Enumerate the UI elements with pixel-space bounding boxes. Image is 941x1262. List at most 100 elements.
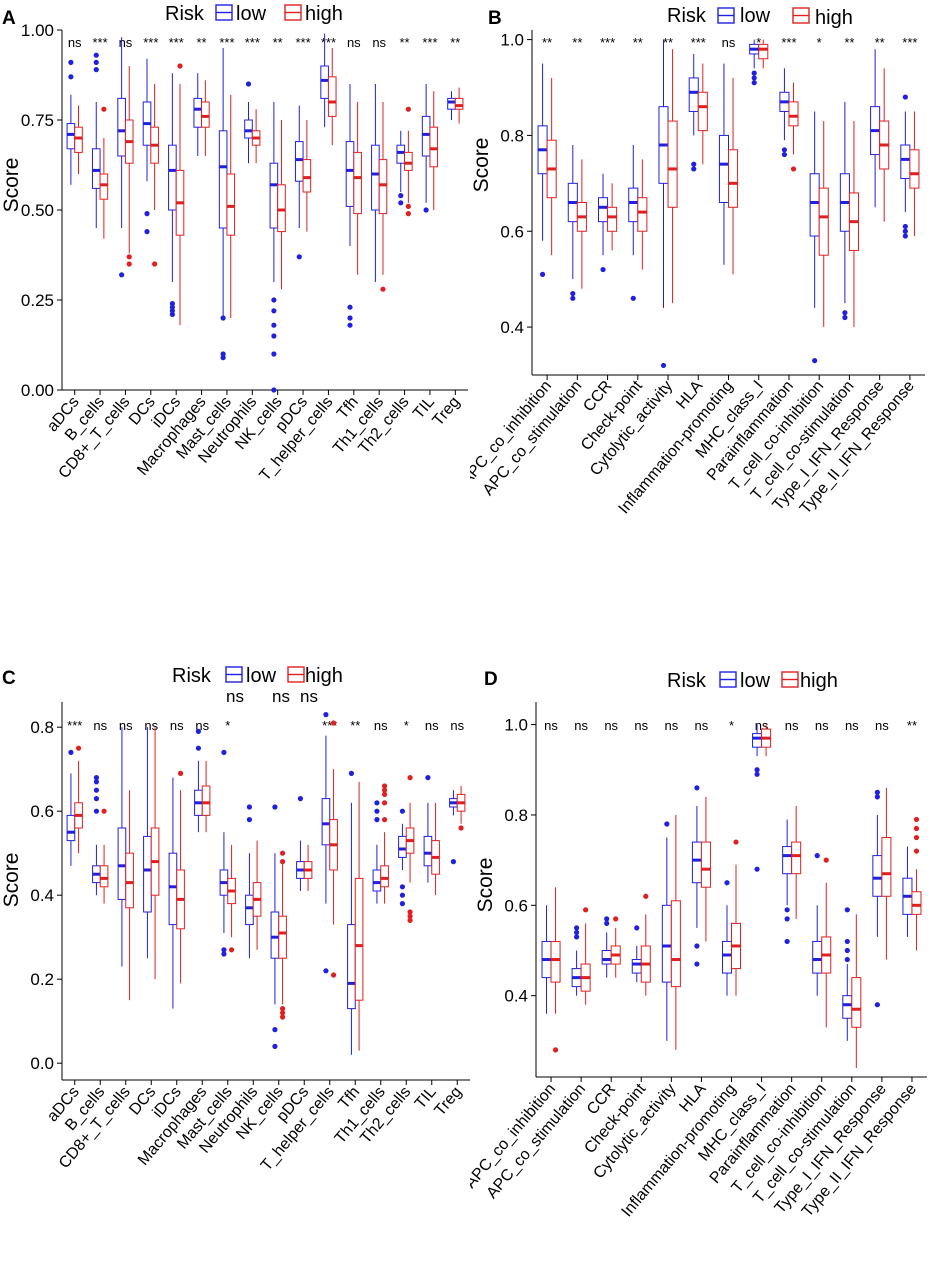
- significance-label: ***: [902, 35, 917, 50]
- significance-label: ns: [664, 718, 678, 733]
- outlier-point: [347, 304, 353, 310]
- outlier-point: [144, 229, 150, 235]
- outlier-point: [630, 295, 636, 301]
- box-high: [380, 865, 389, 888]
- outlier-point: [271, 308, 277, 314]
- significance-label: ***: [245, 35, 260, 50]
- outlier-point: [195, 728, 202, 734]
- outlier-point: [425, 775, 431, 781]
- boxplot-d: D Risk low high 0.40.60.81.0ScoreAPC_co_…: [462, 669, 927, 1220]
- significance-label: ***: [422, 35, 437, 50]
- outlier-point: [68, 749, 74, 755]
- outlier-point: [570, 290, 576, 297]
- significance-label: ns: [634, 718, 648, 733]
- outlier-point: [842, 314, 848, 321]
- outlier-point: [399, 901, 406, 907]
- box-high: [550, 940, 561, 983]
- y-tick-label: 1.00: [21, 21, 54, 40]
- significance-label: **: [907, 718, 917, 733]
- y-axis-label: Score: [474, 858, 497, 913]
- outlier-point: [246, 817, 253, 823]
- extra-significance-label: ns: [272, 687, 290, 706]
- legend-title: Risk: [165, 3, 205, 25]
- significance-label: ns: [785, 718, 799, 733]
- outlier-point: [271, 387, 277, 393]
- box-low: [269, 162, 279, 229]
- box-low: [66, 123, 76, 150]
- outlier-point: [347, 322, 353, 328]
- outlier-point: [381, 791, 388, 797]
- outlier-point: [381, 783, 388, 789]
- significance-label: ***: [781, 35, 796, 50]
- y-tick-label: 0.50: [21, 201, 54, 220]
- legend-title: Risk: [172, 665, 212, 687]
- outlier-point: [407, 913, 413, 919]
- outlier-point: [195, 745, 202, 751]
- outlier-point: [169, 308, 175, 314]
- significance-label: *: [729, 718, 734, 733]
- legend-c: Risk low high: [172, 665, 343, 687]
- y-tick-label: 0.6: [504, 896, 528, 915]
- outlier-point: [323, 968, 329, 974]
- outlier-point: [784, 938, 790, 945]
- y-tick-label: 1.0: [504, 716, 528, 735]
- outlier-point: [691, 166, 697, 172]
- box-low: [688, 77, 699, 112]
- y-tick-label: 0.6: [30, 802, 54, 821]
- outlier-point: [399, 892, 406, 898]
- significance-label: **: [572, 35, 582, 50]
- box-low: [372, 869, 382, 892]
- significance-label: *: [404, 718, 409, 733]
- y-axis-label: Score: [0, 853, 23, 908]
- significance-label: ***: [600, 35, 615, 50]
- box-low: [718, 134, 730, 204]
- panel-b: B Risk low high 0.4 0.6 0.8 1.0 Score APC_co_…: [458, 0, 941, 640]
- outlier-point: [724, 880, 730, 886]
- significance-label: ns: [93, 718, 107, 733]
- box-high: [667, 120, 678, 208]
- outlier-point: [844, 938, 850, 945]
- outlier-point: [790, 166, 797, 172]
- y-axis-label: Score: [0, 158, 23, 213]
- outlier-point: [643, 893, 649, 899]
- significance-label: ns: [170, 718, 184, 733]
- outlier-point: [539, 271, 546, 277]
- extra-significance-label: ns: [226, 687, 244, 706]
- box-high: [909, 149, 920, 189]
- outlier-point: [374, 800, 380, 806]
- outlier-point: [844, 947, 850, 954]
- significance-label: **: [633, 35, 643, 50]
- y-tick-label: 0.2: [30, 970, 54, 989]
- panel-a: A Risk low high 0.00 0.25 0.50 0.75 1.00 Scor…: [0, 0, 470, 640]
- box-high: [670, 900, 681, 988]
- box-high: [911, 891, 922, 915]
- outlier-point: [169, 301, 175, 307]
- outlier-point: [902, 94, 908, 100]
- legend-low-label: low: [246, 665, 277, 687]
- box-high: [728, 149, 739, 208]
- significance-label: **: [450, 35, 460, 50]
- legend-high-label: high: [800, 670, 838, 692]
- significance-label: ***: [219, 35, 234, 50]
- outlier-point: [600, 266, 606, 273]
- box-high: [201, 101, 210, 128]
- y-tick-label: 0.4: [30, 886, 54, 905]
- box-low: [423, 835, 433, 867]
- outlier-point: [781, 151, 788, 158]
- box-high: [302, 159, 312, 193]
- outlier-point: [323, 712, 329, 718]
- outlier-point: [381, 800, 388, 806]
- outlier-point: [604, 916, 610, 922]
- outlier-point: [271, 351, 277, 357]
- box-low: [691, 841, 702, 884]
- outlier-point: [297, 796, 304, 802]
- box-low: [321, 798, 331, 846]
- outlier-point: [398, 193, 404, 199]
- outlier-point: [660, 362, 667, 369]
- outlier-point: [228, 947, 235, 953]
- box-low: [244, 119, 253, 139]
- significance-label: ***: [67, 718, 82, 733]
- box-low: [320, 65, 329, 99]
- outlier-point: [246, 804, 253, 810]
- significance-label: *: [756, 35, 761, 50]
